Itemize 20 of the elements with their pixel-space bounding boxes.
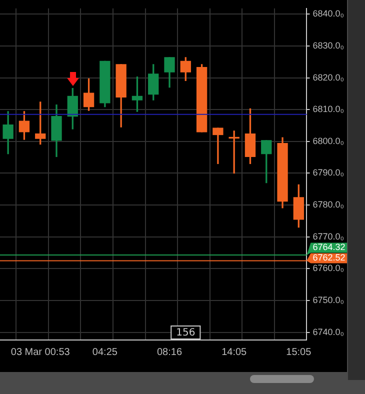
- x-tick-label: 15:05: [286, 346, 312, 358]
- y-tick-label: 6750.0₀: [312, 295, 344, 306]
- y-tick-label: 6790.0₀: [312, 168, 344, 178]
- candlestick: [212, 128, 224, 164]
- y-tick-label: 6840.0₀: [312, 8, 344, 19]
- ref-line-label: 6762.52: [312, 252, 346, 263]
- y-tick-label: 6740.0₀: [312, 326, 344, 337]
- x-tick-label: 04:25: [92, 346, 118, 358]
- y-tick-label: 6810.0₀: [312, 104, 344, 114]
- y-tick-label: 6800.0₀: [312, 136, 344, 146]
- y-tick-label: 6770.0₀: [312, 231, 344, 242]
- x-tick-label: 03 Mar 00:53: [10, 346, 70, 358]
- y-tick-label: 6820.0₀: [312, 72, 344, 82]
- x-tick-label: 08:16: [156, 346, 182, 358]
- y-tick-label: 6780.0₀: [312, 200, 344, 210]
- x-tick-label: 14:05: [222, 346, 248, 358]
- ref-line-label: 6764.32: [312, 242, 346, 252]
- annotation: 156: [176, 328, 196, 339]
- y-tick-label: 6760.0₀: [312, 263, 344, 274]
- y-tick-label: 6830.0₀: [312, 40, 344, 50]
